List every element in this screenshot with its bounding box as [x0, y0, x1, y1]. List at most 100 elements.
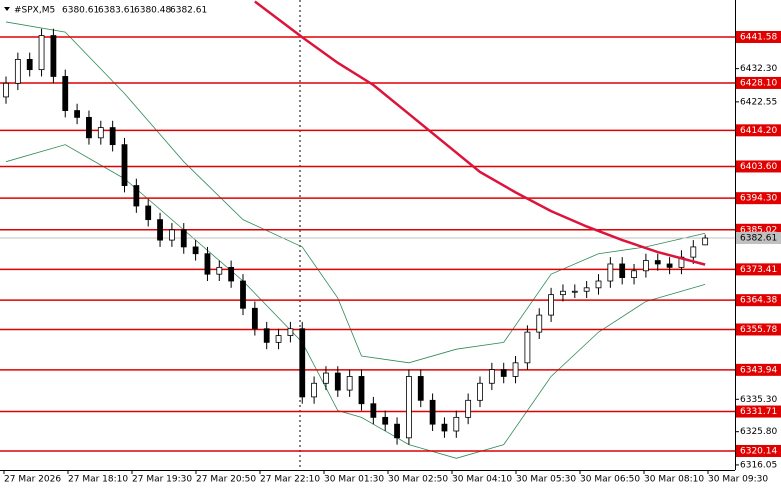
y-tick-label: 6325.80 — [740, 427, 777, 437]
candle-body — [477, 382, 483, 401]
candle-body — [109, 127, 116, 146]
level-label: 6385.02 — [740, 225, 777, 235]
x-tick-label: 30 Mar 06:50 — [580, 475, 640, 485]
candle-body — [26, 59, 33, 71]
candle-body — [643, 260, 649, 272]
candle-body — [121, 144, 128, 186]
level-label-box — [736, 76, 781, 89]
candle-body — [157, 219, 163, 241]
x-tick-label: 30 Mar 01:30 — [324, 475, 384, 485]
level-label: 6403.60 — [740, 162, 777, 172]
current-price-box — [736, 232, 781, 245]
menu-arrow[interactable] — [4, 7, 10, 11]
candle-body — [654, 260, 661, 265]
level-label: 6373.41 — [740, 265, 777, 275]
bollinger-upper — [5, 21, 706, 364]
symbol-title: #SPX,M5 — [14, 6, 55, 16]
candle-body — [417, 376, 424, 401]
candle-body — [595, 280, 602, 289]
candle-body — [38, 35, 45, 71]
candle-body — [299, 328, 306, 398]
candle-body — [429, 399, 436, 425]
candle-body — [631, 270, 637, 278]
level-label: 6355.78 — [740, 325, 777, 335]
candle-body — [251, 307, 258, 330]
moving-average — [254, 0, 706, 266]
x-tick-label: 30 Mar 08:10 — [644, 475, 704, 485]
candle-body — [192, 246, 199, 255]
candle-body — [560, 290, 566, 296]
level-label-box — [736, 323, 781, 336]
x-tick-label: 30 Mar 09:30 — [708, 475, 768, 485]
candle-body — [228, 266, 235, 282]
x-tick-label: 30 Mar 04:10 — [452, 475, 512, 485]
candle-body — [358, 376, 365, 405]
candle-body — [666, 263, 673, 268]
candle-body — [690, 246, 697, 258]
candle-body — [74, 110, 80, 118]
x-tick-label: 27 Mar 19:30 — [132, 475, 192, 485]
x-tick-label: 30 Mar 02:50 — [388, 475, 448, 485]
y-tick-label: 6432.30 — [740, 64, 777, 74]
candle-body — [370, 403, 377, 418]
level-label: 6320.14 — [740, 446, 777, 456]
level-label: 6364.38 — [740, 296, 777, 306]
candle-body — [607, 263, 614, 282]
candle-body — [382, 416, 389, 425]
x-tick-label: 27 Mar 22:10 — [260, 475, 320, 485]
candle-body — [311, 382, 318, 398]
level-label-box — [736, 124, 781, 137]
candle-body — [583, 287, 590, 292]
candle-body — [323, 372, 329, 384]
level-label: 6414.20 — [740, 126, 777, 136]
bollinger-lower — [5, 144, 706, 459]
candle-body — [50, 35, 57, 77]
x-tick-label: 27 Mar 20:50 — [196, 475, 256, 485]
ohlc-low: 6380.48 — [134, 6, 171, 16]
x-tick-label: 30 Mar 05:30 — [516, 475, 576, 485]
x-tick-label: 27 Mar 18:10 — [68, 475, 128, 485]
candle-body — [216, 266, 223, 275]
candle-body — [453, 416, 460, 432]
level-label-box — [736, 294, 781, 307]
level-label: 6428.10 — [740, 78, 777, 88]
candle-body — [86, 116, 92, 139]
ohlc-high: 6383.61 — [98, 6, 135, 16]
candle-body — [488, 369, 495, 384]
candle-body — [263, 328, 270, 343]
candle-body — [168, 229, 175, 241]
candle-body — [405, 376, 412, 439]
candle-body — [62, 76, 69, 111]
candle-body — [441, 423, 448, 432]
candle-body — [334, 372, 341, 391]
level-label-box — [736, 192, 781, 205]
level-label-box — [736, 30, 781, 43]
candle-body — [14, 59, 21, 84]
y-tick-label: 6316.05 — [740, 460, 777, 470]
candle-body — [133, 185, 140, 207]
level-label-box — [736, 363, 781, 376]
candle-body — [145, 205, 152, 221]
level-label-box — [736, 160, 781, 173]
ohlc-open: 6380.61 — [62, 6, 99, 16]
candle-body — [240, 280, 246, 309]
candle-body — [702, 237, 709, 246]
candle-body — [512, 362, 519, 377]
candle-body — [619, 263, 626, 278]
ohlc-close: 6382.61 — [170, 6, 207, 16]
level-label: 6343.94 — [740, 365, 777, 375]
candle-body — [97, 127, 104, 139]
level-label-box — [736, 263, 781, 276]
level-label: 6441.58 — [740, 32, 777, 42]
candle-body — [500, 369, 507, 377]
candle-body — [465, 399, 472, 418]
candle-body — [536, 314, 543, 333]
y-tick-label: 6335.30 — [740, 395, 777, 405]
level-label: 6331.71 — [740, 407, 777, 417]
y-tick-label: 6422.55 — [740, 97, 777, 107]
candle-body — [548, 294, 554, 316]
candle-body — [204, 253, 211, 275]
candle-body — [571, 290, 578, 293]
